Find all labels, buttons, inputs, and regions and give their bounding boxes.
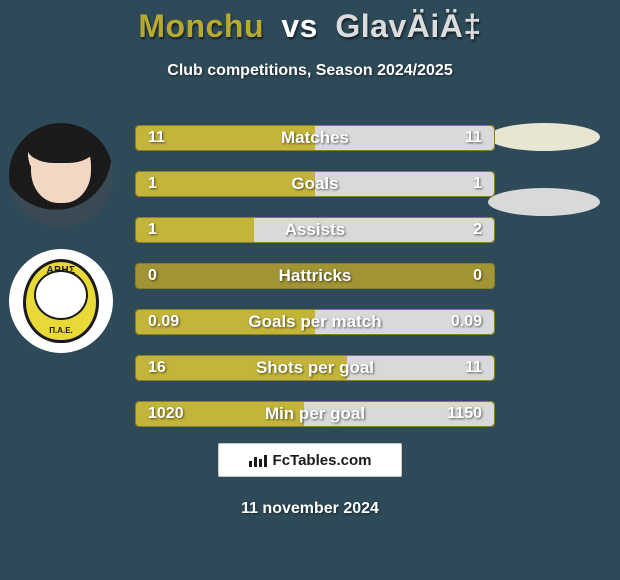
subtitle: Club competitions, Season 2024/2025 [0, 62, 620, 80]
stat-row: 1Goals1 [135, 171, 495, 197]
stat-label: Min per goal [136, 404, 494, 424]
stat-row: 1Assists2 [135, 217, 495, 243]
stat-row: 1020Min per goal1150 [135, 401, 495, 427]
stat-label: Shots per goal [136, 358, 494, 378]
club-logo: APHΣ Π.A.E. [9, 249, 113, 353]
snapshot-date: 11 november 2024 [0, 500, 620, 518]
club-badge: APHΣ Π.A.E. [23, 259, 99, 343]
player1-ellipse [488, 123, 600, 151]
stat-row: 0Hattricks0 [135, 263, 495, 289]
stat-label: Hattricks [136, 266, 494, 286]
player2-ellipse [488, 188, 600, 216]
stat-value-right: 0.09 [451, 313, 482, 331]
player1-name: Monchu [138, 8, 264, 44]
stat-value-right: 0 [473, 267, 482, 285]
avatar-column: APHΣ Π.A.E. [9, 123, 113, 353]
player2-name: GlavÄiÄ‡ [335, 8, 481, 44]
branding-text: FcTables.com [273, 452, 372, 469]
stat-label: Goals per match [136, 312, 494, 332]
stat-label: Matches [136, 128, 494, 148]
stat-value-right: 1150 [447, 405, 482, 423]
comparison-title: Monchu vs GlavÄiÄ‡ [0, 8, 620, 45]
stat-row: 16Shots per goal11 [135, 355, 495, 381]
stat-value-right: 2 [473, 221, 482, 239]
ellipse-column [488, 123, 600, 216]
stat-label: Goals [136, 174, 494, 194]
player1-avatar [9, 123, 113, 227]
vs-label: vs [281, 8, 318, 44]
stat-row: 0.09Goals per match0.09 [135, 309, 495, 335]
stat-value-right: 1 [473, 175, 482, 193]
chart-icon [249, 453, 267, 467]
stat-row: 11Matches11 [135, 125, 495, 151]
stat-label: Assists [136, 220, 494, 240]
club-badge-text-bottom: Π.A.E. [26, 326, 96, 335]
stat-value-right: 11 [465, 359, 482, 377]
stat-value-right: 11 [465, 129, 482, 147]
stat-bars: 11Matches111Goals11Assists20Hattricks00.… [135, 125, 495, 427]
branding-box[interactable]: FcTables.com [218, 443, 402, 477]
